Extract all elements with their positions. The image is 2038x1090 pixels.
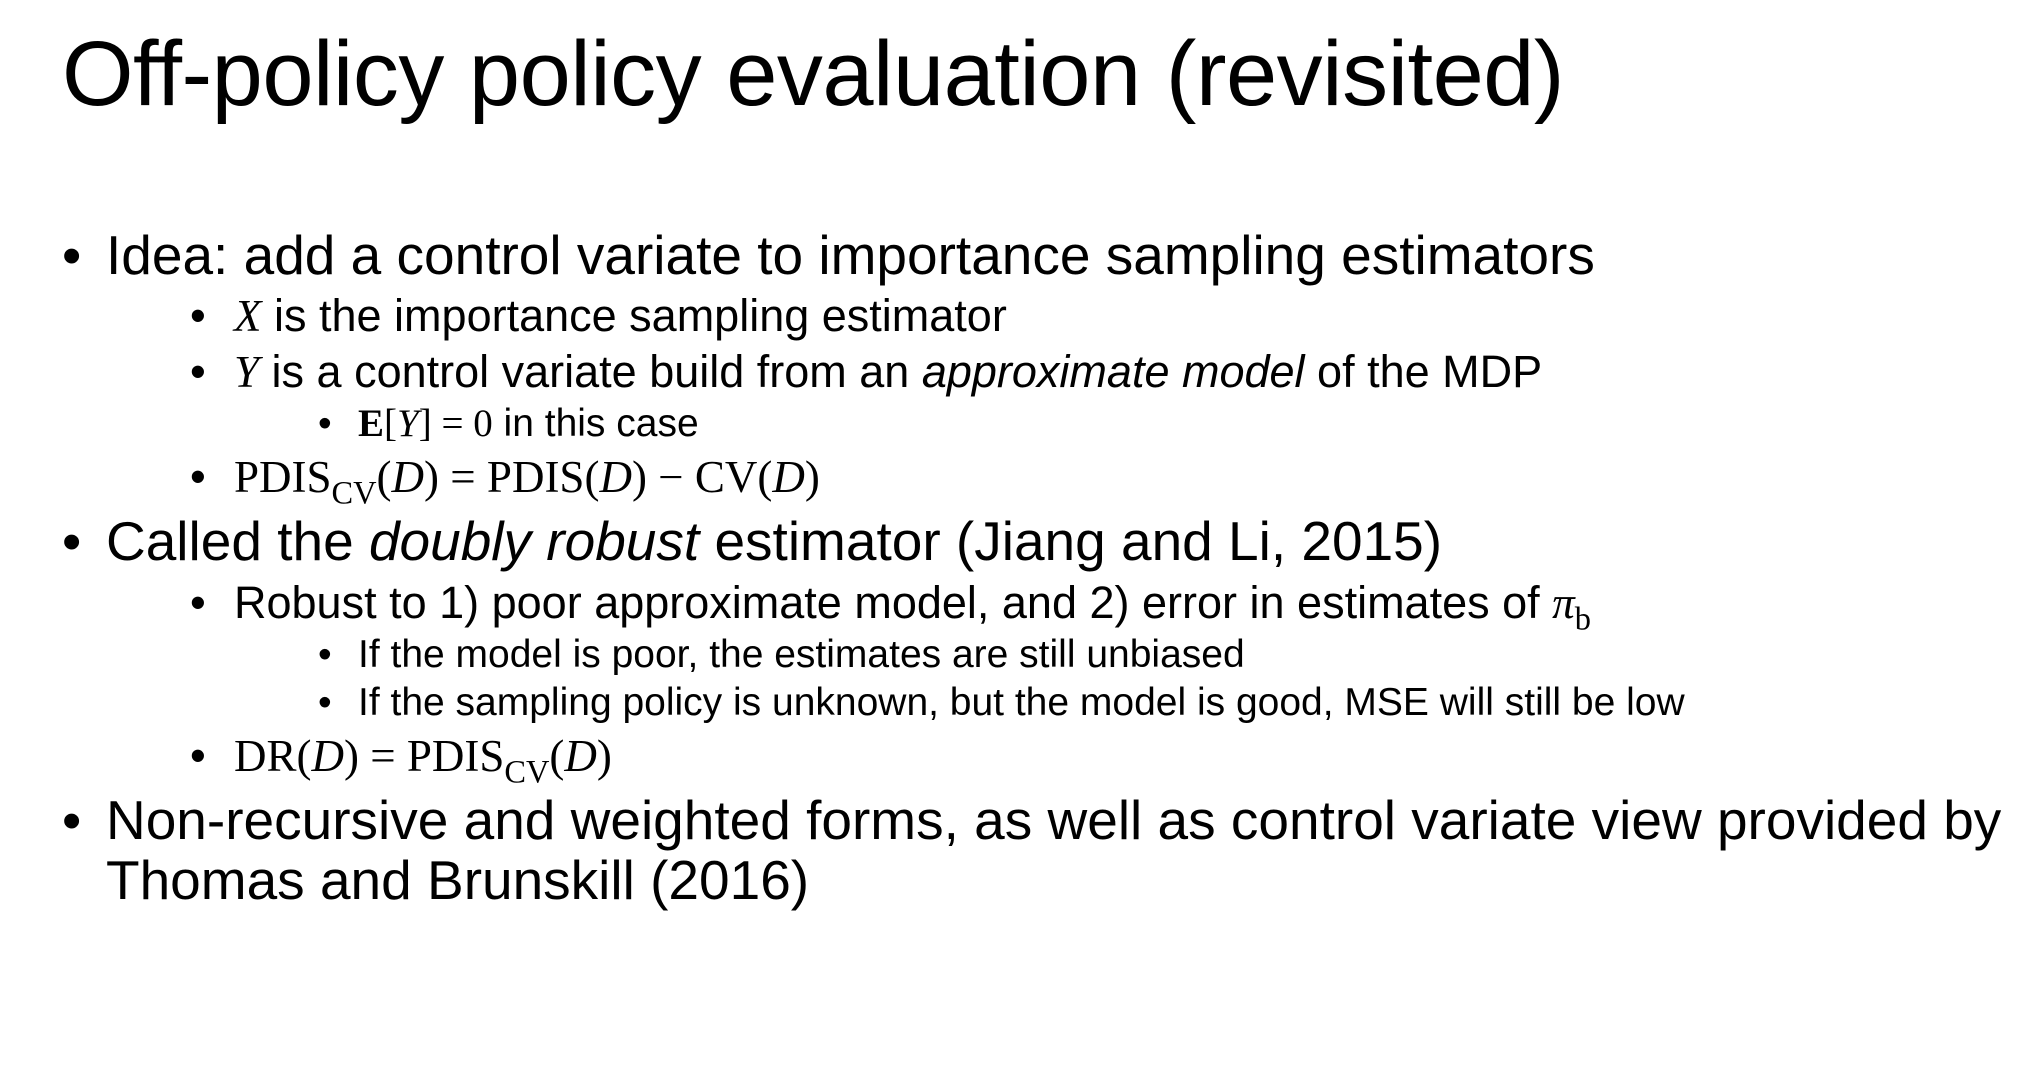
bullet-dot: • [190, 346, 206, 398]
math-var-y: Y [234, 347, 260, 398]
math-open-bracket: [ [384, 402, 398, 446]
bullet-dot: • [62, 224, 82, 286]
bullet-model-poor: • If the model is poor, the estimates ar… [318, 632, 2012, 679]
math-lhs-close: ) [424, 452, 440, 503]
math-rhs-close: ) [804, 452, 820, 503]
math-var-d: D [564, 731, 597, 782]
slide-title: Off-policy policy evaluation (revisited) [62, 23, 1565, 125]
robust-sublist: • If the model is poor, the estimates ar… [318, 632, 2012, 728]
bullet-dot: • [190, 576, 206, 628]
math-pi: π [1552, 577, 1575, 628]
bullet-expectation: • E[Y] = 0 in this case [318, 401, 2012, 448]
math-cv-subscript: CV [331, 475, 377, 512]
called-sublist: • Robust to 1) poor approximate model, a… [190, 576, 2012, 789]
bullet-robust-text: Robust to 1) poor approximate model, and… [234, 576, 1553, 628]
math-expectation-e: E [358, 402, 385, 446]
bullet-dot: • [190, 730, 206, 782]
math-dr-lhs: DR( [234, 731, 312, 782]
bullet-robust-to: • Robust to 1) poor approximate model, a… [190, 576, 2012, 728]
bullet-policy-unknown: • If the sampling policy is unknown, but… [318, 680, 2012, 727]
math-dr-open: ( [549, 731, 565, 782]
bullet-idea-text: Idea: add a control variate to importanc… [106, 224, 1595, 286]
math-var-d: D [391, 452, 425, 503]
math-cv-subscript: CV [504, 754, 550, 791]
y-sublist: • E[Y] = 0 in this case [318, 401, 2012, 448]
math-pi-subscript: b [1574, 600, 1591, 637]
bullet-dot: • [190, 451, 206, 503]
math-var-d: D [599, 452, 632, 503]
slide-content: • Idea: add a control variate to importa… [62, 224, 2012, 911]
math-pdis-lhs: PDIS [234, 452, 332, 503]
bullet-called-before: Called the [106, 510, 369, 573]
bullet-idea: • Idea: add a control variate to importa… [62, 224, 2012, 510]
bullet-list: • Idea: add a control variate to importa… [62, 224, 2012, 911]
bullet-called-after: estimator (Jiang and Li, 2015) [699, 510, 1443, 573]
math-var-x: X [234, 291, 262, 342]
bullet-dot: • [62, 510, 82, 573]
math-pdis-eq: = PDIS( [439, 452, 600, 503]
bullet-x-estimator: • X is the importance sampling estimator [190, 289, 2012, 343]
bullet-called-emphasis: doubly robust [368, 510, 700, 573]
bullet-doubly-robust: • Called the doubly robust estimator (Ji… [62, 510, 2012, 789]
bullet-dot: • [318, 402, 332, 446]
math-var-y-inner: Y [397, 402, 419, 446]
bullet-dot: • [318, 632, 332, 676]
bullet-non-recursive: • Non-recursive and weighted forms, as w… [62, 789, 2012, 911]
bullet-dot: • [190, 290, 206, 342]
math-dr-eq: ) = PDIS [344, 731, 505, 782]
math-var-d: D [772, 452, 805, 503]
bullet-y-emphasis: approximate model [921, 346, 1305, 398]
bullet-y-control-variate: • Y is a control variate build from an a… [190, 345, 2012, 448]
bullet-dot: • [62, 789, 82, 852]
math-lhs-open: ( [376, 452, 392, 503]
bullet-dot: • [318, 681, 332, 725]
math-close-eq: ] = 0 [418, 402, 493, 446]
bullet-pdis-cv-formula: • PDISCV(D) = PDIS(D) − CV(D) [190, 450, 2012, 510]
bullet-dr-formula: • DR(D) = PDISCV(D) [190, 729, 2012, 789]
math-minus-cv: ) − CV( [631, 452, 773, 503]
math-dr-close: ) [596, 731, 612, 782]
bullet-policy-unknown-text: If the sampling policy is unknown, but t… [358, 681, 1685, 725]
bullet-model-poor-text: If the model is poor, the estimates are … [358, 632, 1245, 676]
bullet-y-after: of the MDP [1304, 346, 1543, 398]
bullet-expectation-text: in this case [492, 402, 699, 446]
bullet-y-before: is a control variate build from an [259, 346, 922, 398]
bullet-non-recursive-text: Non-recursive and weighted forms, as wel… [106, 789, 2002, 911]
idea-sublist: • X is the importance sampling estimator… [190, 289, 2012, 510]
math-var-d: D [311, 731, 345, 782]
bullet-x-text: is the importance sampling estimator [261, 290, 1007, 342]
